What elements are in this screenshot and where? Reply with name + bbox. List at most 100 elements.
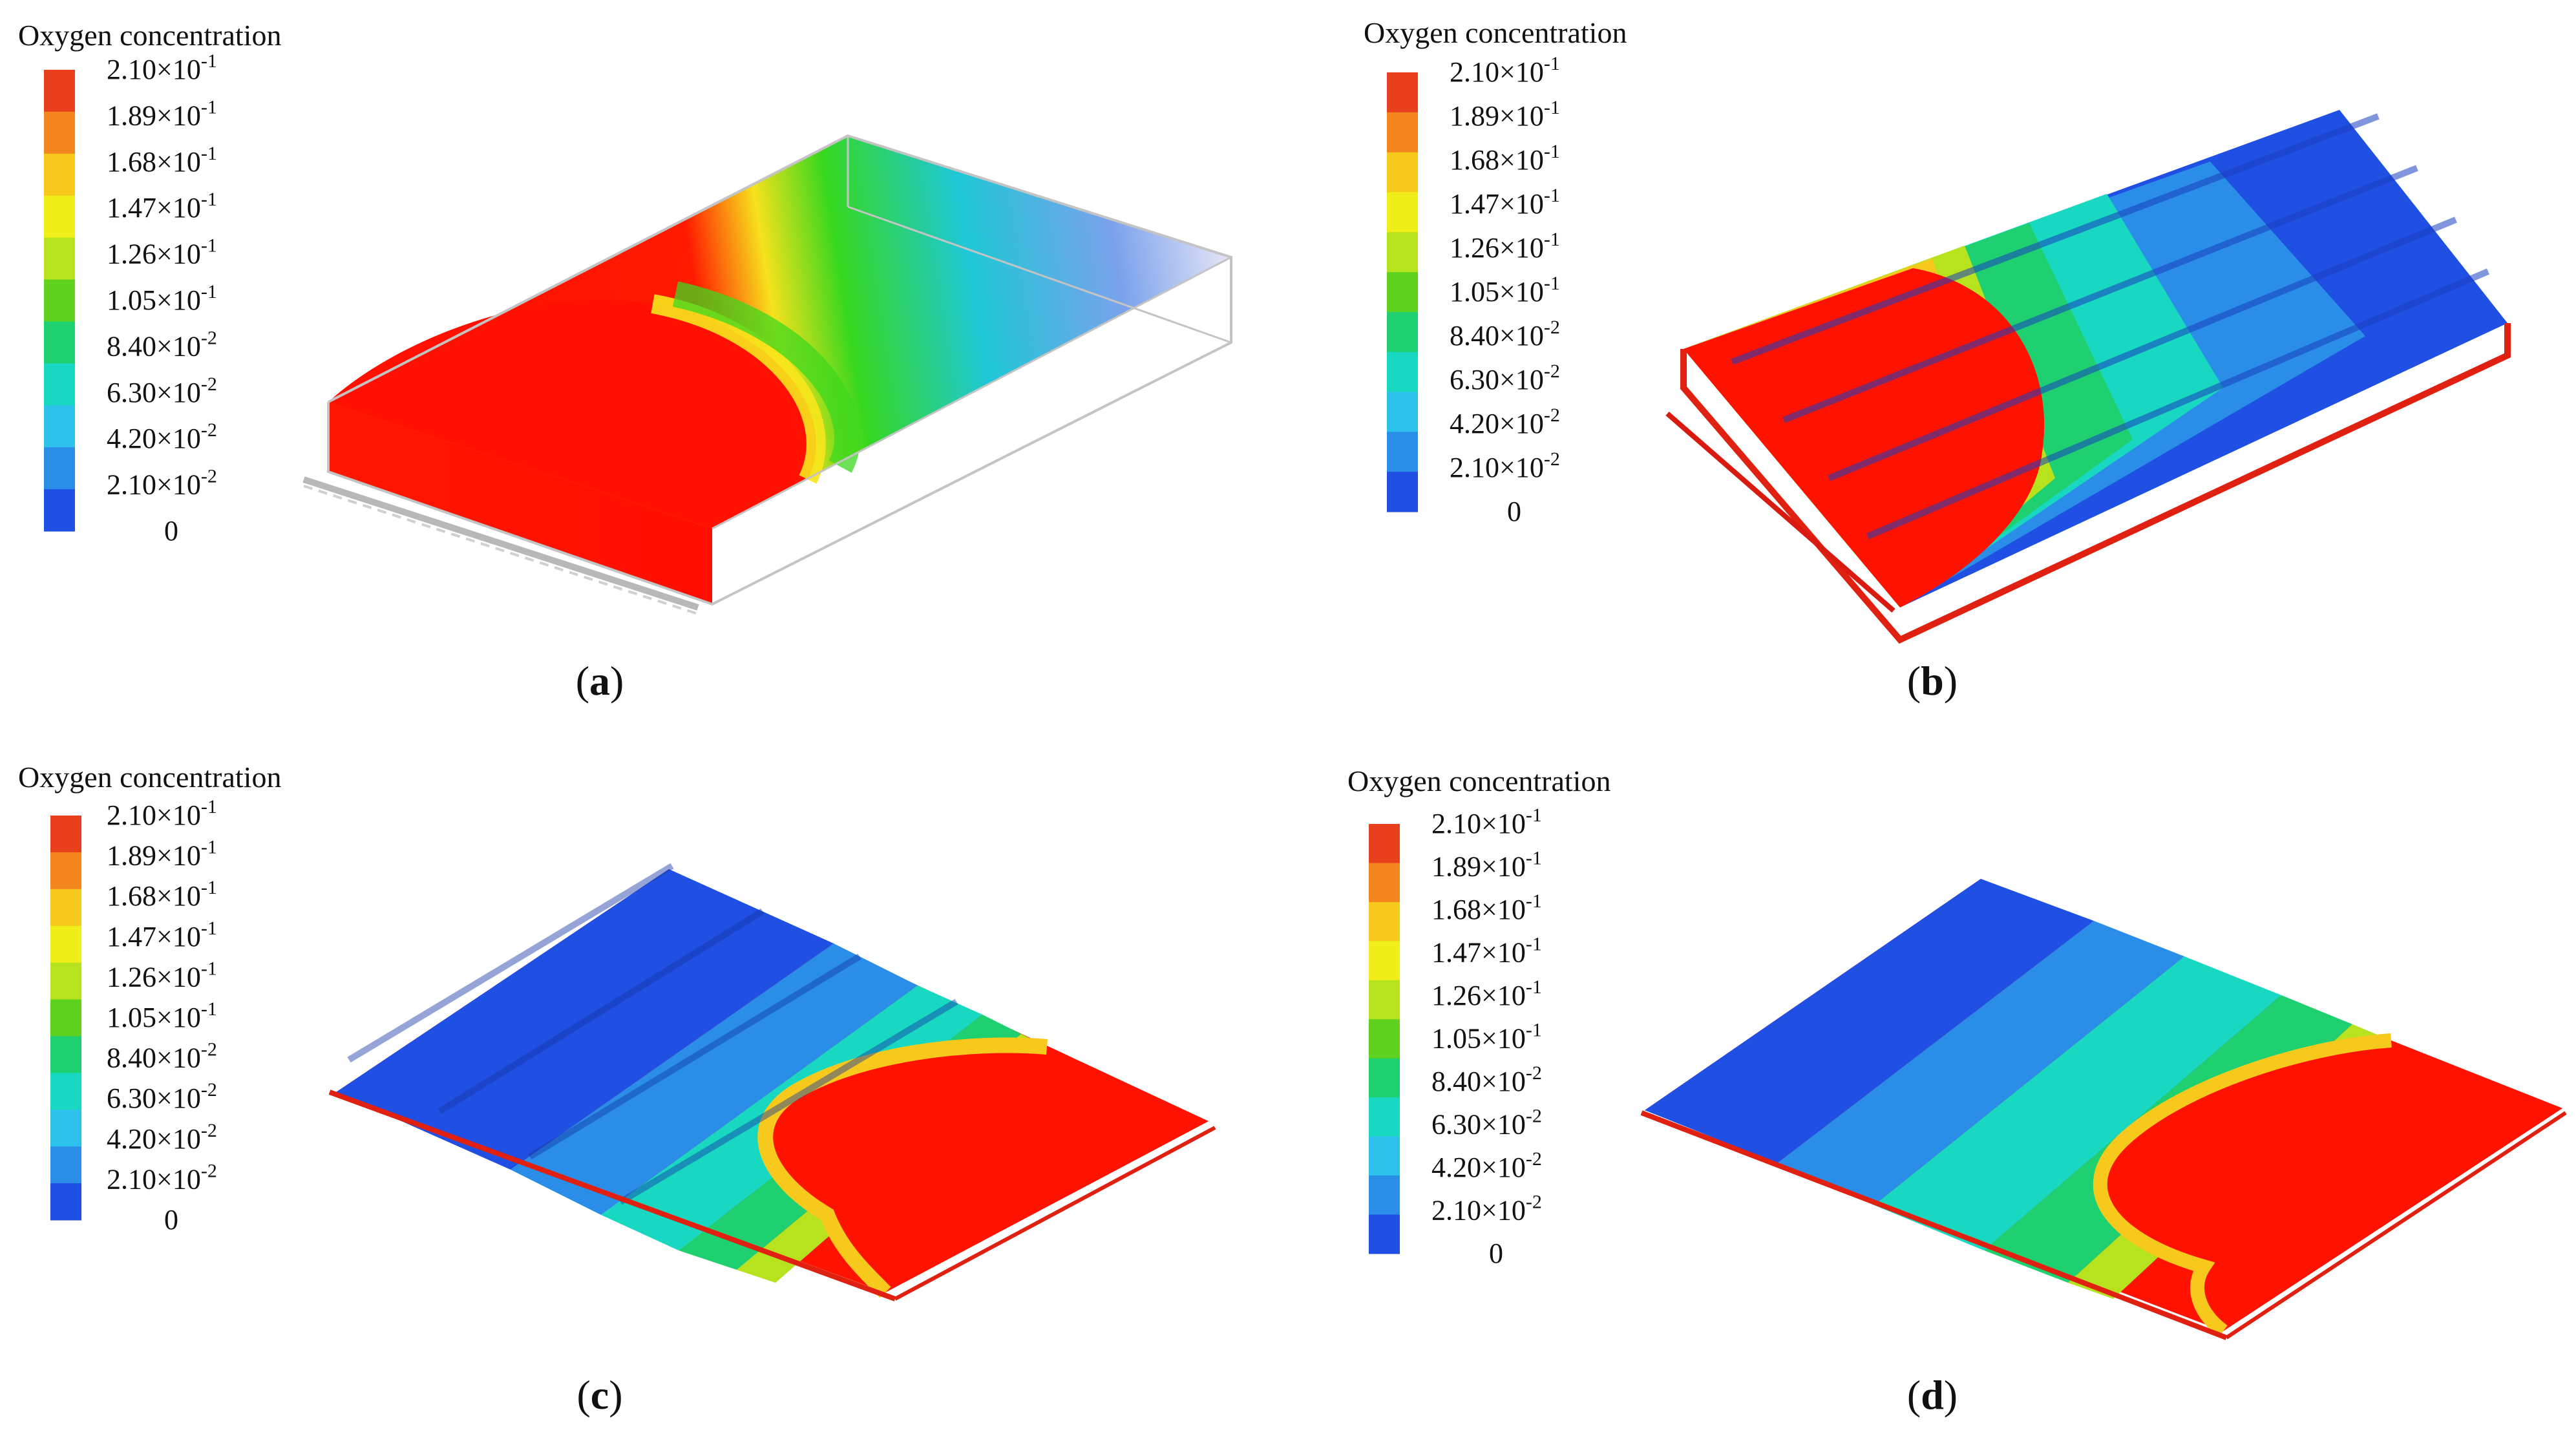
channel-ribs — [347, 863, 958, 1205]
legend-b: Oxygen concentration 2.10×10-1 1.89×10-1 1… — [1364, 16, 1627, 527]
legend-tick-label: 0 — [164, 1204, 178, 1236]
high-concentration-zone — [328, 299, 816, 529]
contour-plot-b — [1665, 110, 2511, 644]
colorbar-swatch — [50, 962, 81, 1000]
legend-tick-label: 1.68×10-1 — [107, 143, 217, 178]
support-rail — [328, 1090, 896, 1301]
legend-tick-label: 4.20×10-2 — [1431, 1148, 1542, 1183]
legend-tick-labels: 2.10×10-1 1.89×10-1 1.68×10-1 1.47×10-1 1.26… — [107, 796, 217, 1236]
colorbar-swatch — [50, 925, 81, 964]
colorbar-swatch — [44, 447, 75, 490]
legend-tick-label: 2.10×10-2 — [1431, 1192, 1542, 1227]
legend-tick-label: 4.20×10-2 — [107, 419, 217, 454]
legend-tick-label: 0 — [164, 515, 178, 547]
legend-tick-label: 2.10×10-2 — [107, 1160, 217, 1195]
legend-tick-label: 1.26×10-1 — [107, 235, 217, 270]
legend-tick-label: 1.26×10-1 — [107, 958, 217, 993]
panel-label-a: (a) — [576, 658, 624, 704]
legend-colorbar — [50, 816, 81, 1221]
colorbar-swatch — [50, 1183, 81, 1221]
channel-ribs — [1731, 113, 2489, 540]
colorbar-swatch — [50, 852, 81, 890]
concentration-front — [651, 294, 826, 484]
concentration-front-green — [672, 281, 860, 473]
contour-plot-d — [1640, 879, 2567, 1340]
colorbar-swatch — [1369, 824, 1400, 863]
support-rail — [302, 476, 699, 611]
concentration-front — [757, 1037, 1048, 1298]
colorbar-swatch — [50, 1073, 81, 1110]
legend-title: Oxygen concentration — [1364, 16, 1627, 49]
colorbar-swatch — [44, 195, 75, 238]
colorbar-swatch — [1369, 941, 1400, 981]
colorbar-swatch — [1369, 980, 1400, 1020]
colorbar-swatch — [1387, 112, 1418, 153]
legend-tick-label: 1.05×10-1 — [1431, 1020, 1542, 1055]
legend-tick-label: 1.47×10-1 — [1431, 934, 1542, 969]
colorbar-swatch — [50, 1110, 81, 1147]
legend-c: Oxygen concentration 2.10×10-1 1.89×10-1 1… — [18, 761, 281, 1236]
legend-tick-label: 4.20×10-2 — [1450, 405, 1560, 439]
colorbar-swatch — [44, 70, 75, 112]
colorbar-swatch — [1387, 392, 1418, 432]
legend-tick-label: 1.89×10-1 — [107, 96, 217, 131]
contour-band — [1777, 921, 2184, 1205]
support-rail — [894, 1126, 1216, 1301]
colorbar-swatch — [1387, 272, 1418, 313]
legend-colorbar — [1369, 824, 1400, 1254]
panel-d: Oxygen concentration 2.10×10-1 1.89×10-1 1… — [1347, 764, 2567, 1418]
colorbar-swatch — [50, 889, 81, 927]
high-concentration-zone — [2100, 1040, 2562, 1331]
legend-tick-label: 1.68×10-1 — [107, 877, 217, 912]
legend-tick-label: 6.30×10-2 — [107, 374, 217, 408]
legend-tick-label: 8.40×10-2 — [107, 327, 217, 362]
colorbar-swatch — [1387, 152, 1418, 193]
legend-tick-label: 1.05×10-1 — [1450, 273, 1560, 308]
legend-tick-label: 1.05×10-1 — [107, 998, 217, 1033]
panel-c: Oxygen concentration 2.10×10-1 1.89×10-1 1… — [18, 761, 1216, 1418]
bounding-box-edge — [712, 256, 1232, 530]
colorbar-swatch — [1387, 192, 1418, 233]
support-rail — [1665, 411, 1895, 613]
colorbar-swatch — [1387, 72, 1418, 113]
legend-tick-label: 2.10×10-1 — [1431, 805, 1542, 839]
colorbar-swatch — [50, 816, 81, 853]
colorbar-swatch — [1387, 432, 1418, 472]
legend-tick-label: 2.10×10-1 — [107, 796, 217, 831]
bounding-box-edge — [847, 205, 1232, 344]
colorbar-swatch — [44, 279, 75, 322]
colorbar-swatch — [1387, 352, 1418, 393]
colorbar-swatch — [44, 405, 75, 448]
high-concentration-zone — [765, 1045, 1209, 1292]
panel-b: Oxygen concentration 2.10×10-1 1.89×10-1 1… — [1364, 16, 2511, 704]
legend-tick-label: 1.47×10-1 — [107, 189, 217, 224]
colorbar-swatch — [1369, 1175, 1400, 1216]
colorbar-swatch — [44, 489, 75, 532]
contour-band — [1874, 956, 2281, 1250]
support-rail — [2225, 1111, 2567, 1340]
legend-tick-label: 1.47×10-1 — [1450, 185, 1560, 220]
legend-tick-label: 1.26×10-1 — [1431, 976, 1542, 1011]
colorbar-swatch — [1369, 1058, 1400, 1098]
legend-title: Oxygen concentration — [18, 19, 281, 52]
colorbar-swatch — [1369, 863, 1400, 903]
contour-plot-c — [328, 863, 1216, 1301]
colorbar-swatch — [44, 237, 75, 280]
colorbar-swatch — [1369, 901, 1400, 942]
channel-ridge — [1680, 323, 2511, 644]
legend-tick-label: 4.20×10-2 — [107, 1120, 217, 1155]
legend-tick-label: 1.89×10-1 — [107, 837, 217, 872]
concentration-front — [2093, 1033, 2392, 1337]
colorbar-swatch — [1369, 1136, 1400, 1176]
legend-tick-label: 2.10×10-2 — [107, 466, 217, 501]
legend-tick-label: 8.40×10-2 — [1431, 1062, 1542, 1097]
support-rail — [303, 485, 699, 615]
contour-plot-a — [302, 134, 1232, 615]
colorbar-swatch — [44, 321, 75, 364]
legend-title: Oxygen concentration — [18, 761, 281, 794]
colorbar-swatch — [1387, 472, 1418, 512]
legend-tick-label: 6.30×10-2 — [1431, 1106, 1542, 1141]
legend-tick-label: 1.89×10-1 — [1431, 848, 1542, 883]
colorbar-swatch — [1369, 1019, 1400, 1059]
legend-tick-labels: 2.10×10-1 1.89×10-1 1.68×10-1 1.47×10-1 1.26… — [107, 50, 217, 547]
